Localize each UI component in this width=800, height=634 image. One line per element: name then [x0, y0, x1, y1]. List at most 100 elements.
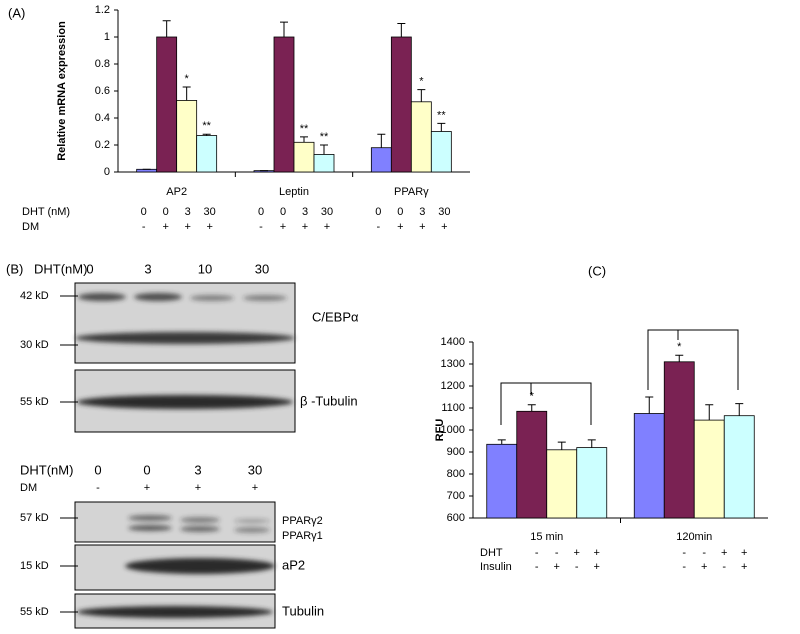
condition-value: 3 [302, 206, 308, 218]
lane-label: 0 [143, 462, 150, 477]
condition-value: 0 [375, 206, 381, 218]
y-tick-label: 700 [447, 490, 465, 502]
protein-label: PPARγ2 [282, 515, 323, 527]
bar [176, 100, 198, 173]
condition-value: - [682, 547, 686, 559]
significance: ** [202, 120, 211, 132]
lane-label: + [195, 482, 201, 494]
y-tick-label: 800 [447, 468, 465, 480]
protein-label: PPARγ1 [282, 530, 323, 542]
marker-label: 42 kD [20, 290, 49, 302]
condition-value: + [302, 221, 308, 233]
y-tick-label: 0.4 [95, 112, 110, 124]
condition-value: + [441, 221, 447, 233]
y-tick-label: 1400 [441, 336, 465, 348]
condition-value: + [701, 561, 707, 573]
error-bar [735, 403, 744, 416]
error-bar [300, 136, 308, 143]
panel-label: (B) [6, 261, 23, 276]
y-tick-label: 1300 [441, 358, 465, 370]
condition-value: + [397, 221, 403, 233]
significance: * [530, 391, 535, 403]
marker-label: 55 kD [20, 606, 49, 618]
lane-header: DHT(nM) [34, 261, 87, 276]
condition-value: 0 [141, 206, 147, 218]
y-tick-label: 0.6 [95, 85, 110, 97]
condition-value: - [555, 547, 559, 559]
bracket [531, 382, 592, 425]
protein-label: aP2 [282, 557, 305, 572]
condition-value: - [535, 547, 539, 559]
significance: * [419, 76, 424, 88]
condition-label: Insulin [480, 561, 512, 573]
y-axis-label: RFU [434, 419, 446, 442]
bracket [678, 329, 739, 390]
protein-label: β -Tubulin [300, 393, 358, 408]
significance: ** [320, 131, 329, 143]
row-label: DHT(nM) [20, 462, 73, 477]
error-bar [675, 354, 684, 362]
bar [196, 135, 218, 173]
condition-value: + [721, 547, 727, 559]
condition-value: 30 [204, 206, 216, 218]
bar [313, 154, 335, 173]
bracket [500, 382, 532, 425]
y-tick-label: 0 [104, 166, 110, 178]
error-bar [705, 404, 714, 421]
condition-label: DHT [480, 547, 503, 559]
condition-value: + [206, 221, 212, 233]
bar [410, 101, 432, 173]
condition-value: + [184, 221, 190, 233]
condition-value: + [162, 221, 168, 233]
x-tick-label: 15 min [530, 531, 563, 543]
condition-value: - [722, 561, 726, 573]
bar [430, 131, 452, 173]
protein-label: C/EBPα [312, 309, 359, 324]
y-tick-label: 0.8 [95, 58, 110, 70]
bands [75, 293, 295, 344]
bands [77, 395, 293, 409]
y-tick-label: 1100 [441, 402, 465, 414]
lane-label: + [252, 482, 258, 494]
significance: ** [437, 109, 446, 121]
condition-value: 3 [419, 206, 425, 218]
bar [693, 419, 725, 519]
lane-label: 0 [86, 261, 93, 276]
condition-value: 0 [397, 206, 403, 218]
bar [156, 36, 178, 173]
panel-label: (C) [588, 263, 606, 278]
error-bar [397, 23, 406, 37]
x-tick-label: AP2 [166, 186, 187, 198]
bar [293, 141, 315, 173]
error-bar [497, 439, 506, 445]
error-bar [437, 122, 446, 132]
error-bar [280, 21, 288, 37]
error-bar [202, 133, 211, 136]
error-bar [527, 404, 536, 412]
lane-label: + [144, 482, 150, 494]
condition-value: - [682, 561, 686, 573]
marker-label: 55 kD [20, 396, 49, 408]
lane-label: 30 [255, 261, 269, 276]
y-axis-label: Relative mRNA expression [56, 21, 68, 161]
bar [663, 361, 695, 519]
condition-value: - [376, 221, 380, 233]
lane-label: 30 [248, 462, 262, 477]
condition-value: + [419, 221, 425, 233]
bar [723, 415, 755, 519]
marker-label: 30 kD [20, 339, 49, 351]
x-tick-label: 120min [676, 531, 712, 543]
bar [273, 36, 295, 173]
error-bar [587, 439, 596, 448]
error-bar [182, 86, 191, 101]
error-bar [645, 396, 654, 414]
bar [370, 147, 392, 173]
error-bar [162, 20, 171, 37]
condition-value: + [574, 547, 580, 559]
lane-label: 0 [94, 462, 101, 477]
condition-value: 30 [321, 206, 333, 218]
lane-label: 3 [194, 462, 201, 477]
condition-value: - [259, 221, 263, 233]
bar [633, 413, 665, 519]
